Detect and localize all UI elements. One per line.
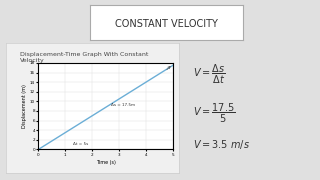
Text: CONSTANT VELOCITY: CONSTANT VELOCITY <box>115 19 218 29</box>
Text: $V = \dfrac{\Delta s}{\Delta t}$: $V = \dfrac{\Delta s}{\Delta t}$ <box>193 63 226 86</box>
Text: $V = \dfrac{17.5}{5}$: $V = \dfrac{17.5}{5}$ <box>193 102 236 125</box>
Text: $V = 3.5\ m/s$: $V = 3.5\ m/s$ <box>193 138 250 151</box>
Text: Δt = 5s: Δt = 5s <box>73 142 89 146</box>
Y-axis label: Displacement (m): Displacement (m) <box>22 84 27 128</box>
Text: Displacement-Time Graph With Constant
Velocity: Displacement-Time Graph With Constant Ve… <box>20 52 148 63</box>
Text: Δs = 17.5m: Δs = 17.5m <box>111 103 135 107</box>
X-axis label: Time (s): Time (s) <box>96 160 116 165</box>
